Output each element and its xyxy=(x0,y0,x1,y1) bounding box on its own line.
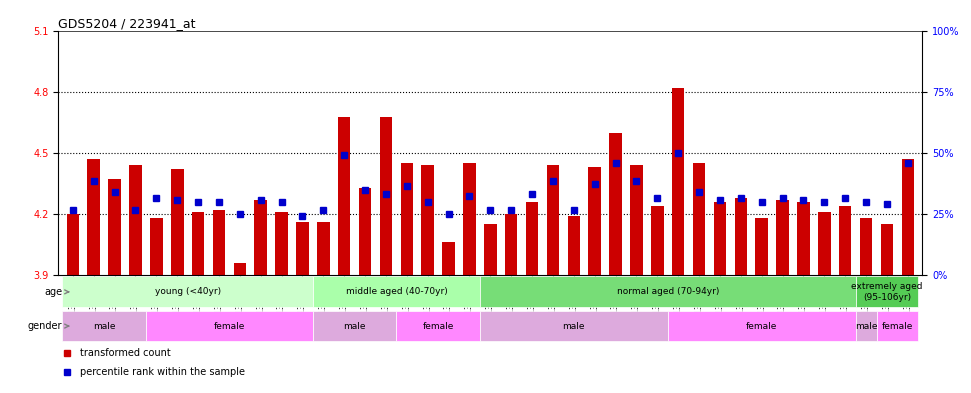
Bar xyxy=(588,167,601,275)
Text: extremely aged
(95-106yr): extremely aged (95-106yr) xyxy=(852,282,922,301)
Text: GDS5204 / 223941_at: GDS5204 / 223941_at xyxy=(58,17,196,30)
FancyBboxPatch shape xyxy=(62,311,146,342)
Bar xyxy=(735,198,747,275)
FancyBboxPatch shape xyxy=(855,276,919,307)
Bar xyxy=(819,212,830,275)
Bar xyxy=(485,224,496,275)
Bar xyxy=(359,187,371,275)
Bar xyxy=(568,216,580,275)
Bar xyxy=(421,165,434,275)
FancyBboxPatch shape xyxy=(877,311,919,342)
Bar xyxy=(693,163,705,275)
FancyBboxPatch shape xyxy=(62,276,313,307)
Bar xyxy=(67,214,79,275)
FancyBboxPatch shape xyxy=(480,311,668,342)
Bar xyxy=(526,202,538,275)
Bar xyxy=(443,242,454,275)
Text: female: female xyxy=(214,321,245,331)
Bar xyxy=(401,163,413,275)
Bar xyxy=(129,165,142,275)
Text: age: age xyxy=(45,287,69,297)
FancyBboxPatch shape xyxy=(668,311,855,342)
Bar xyxy=(296,222,309,275)
Text: female: female xyxy=(746,321,778,331)
Text: male: male xyxy=(344,321,366,331)
Bar xyxy=(192,212,204,275)
Bar xyxy=(881,224,893,275)
FancyBboxPatch shape xyxy=(313,311,396,342)
Bar xyxy=(797,202,810,275)
Text: male: male xyxy=(93,321,116,331)
FancyBboxPatch shape xyxy=(480,276,855,307)
Bar xyxy=(463,163,476,275)
Bar xyxy=(318,222,329,275)
Bar xyxy=(87,159,100,275)
Text: young (<40yr): young (<40yr) xyxy=(154,287,220,296)
Bar xyxy=(505,214,518,275)
FancyBboxPatch shape xyxy=(396,311,480,342)
Bar xyxy=(860,218,872,275)
FancyBboxPatch shape xyxy=(146,311,313,342)
Bar xyxy=(755,218,768,275)
Bar xyxy=(610,133,621,275)
Text: male: male xyxy=(562,321,586,331)
FancyBboxPatch shape xyxy=(855,311,877,342)
FancyBboxPatch shape xyxy=(313,276,480,307)
Bar xyxy=(276,212,287,275)
Text: transformed count: transformed count xyxy=(80,348,171,358)
Bar xyxy=(234,263,246,275)
Bar xyxy=(839,206,852,275)
Bar xyxy=(547,165,559,275)
Text: female: female xyxy=(882,321,913,331)
Bar xyxy=(630,165,643,275)
Bar xyxy=(171,169,184,275)
Bar xyxy=(213,210,225,275)
Bar xyxy=(109,180,120,275)
Bar xyxy=(151,218,162,275)
Bar xyxy=(254,200,267,275)
Text: female: female xyxy=(422,321,453,331)
Bar xyxy=(714,202,726,275)
Bar xyxy=(380,117,392,275)
Bar xyxy=(777,200,788,275)
Bar xyxy=(902,159,914,275)
Text: male: male xyxy=(854,321,878,331)
Text: percentile rank within the sample: percentile rank within the sample xyxy=(80,367,245,377)
Bar xyxy=(338,117,351,275)
Text: normal aged (70-94yr): normal aged (70-94yr) xyxy=(617,287,719,296)
Text: middle aged (40-70yr): middle aged (40-70yr) xyxy=(346,287,448,296)
Text: gender: gender xyxy=(28,321,69,331)
Bar xyxy=(672,88,685,275)
Bar xyxy=(652,206,663,275)
